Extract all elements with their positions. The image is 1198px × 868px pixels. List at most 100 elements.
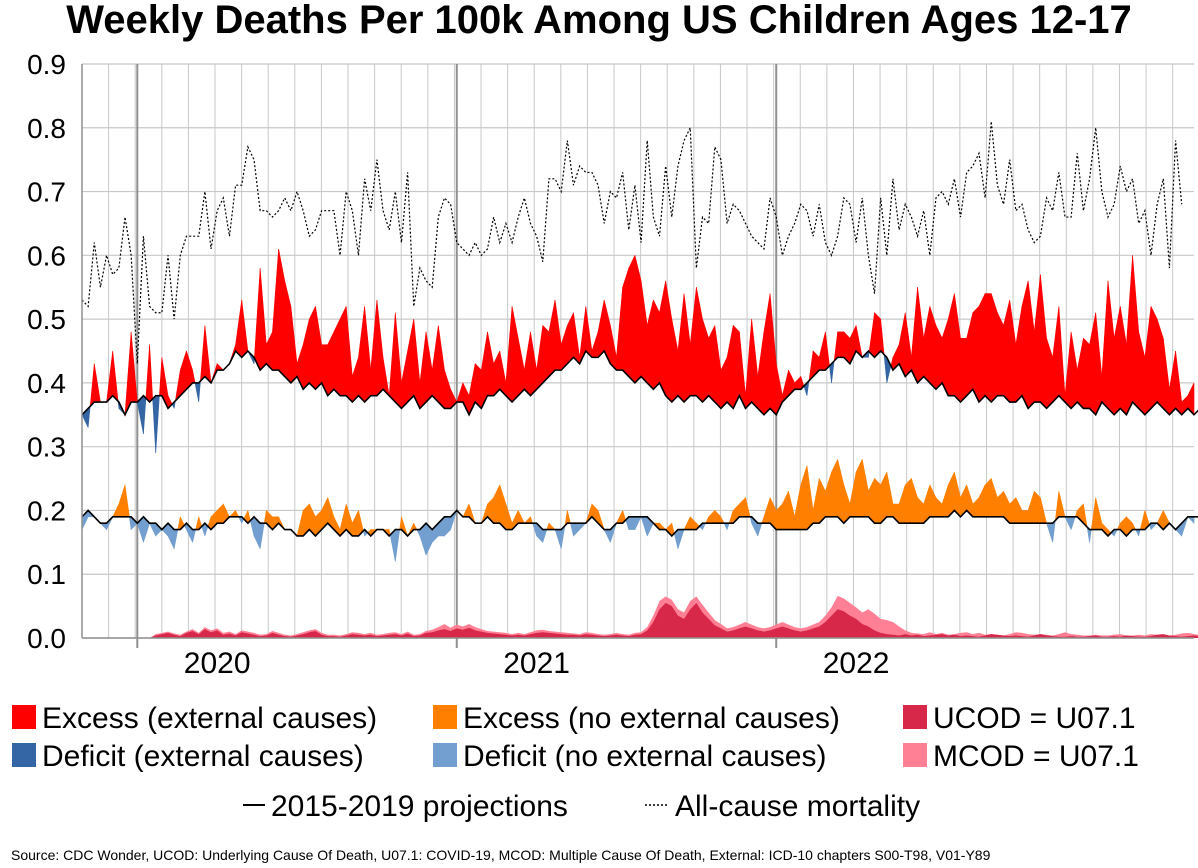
mcod-area <box>82 595 1198 638</box>
excess-no-external-area <box>517 510 525 524</box>
y-tick-label: 0.2 <box>27 495 66 526</box>
excess-external-area <box>837 331 845 358</box>
excess-no-external-area <box>880 472 888 524</box>
excess-external-area <box>327 331 335 397</box>
excess-no-external-area <box>972 496 980 518</box>
excess-external-area <box>112 350 119 403</box>
excess-external-area <box>689 287 697 396</box>
excess-external-area <box>444 370 451 409</box>
excess-no-external-area <box>1139 510 1146 530</box>
deficit-no-external-area <box>579 522 587 531</box>
excess-external-area <box>106 350 114 403</box>
excess-external-area <box>1003 299 1010 403</box>
excess-external-area <box>554 299 562 371</box>
projection-line-external <box>81 349 1198 417</box>
excess-external-area <box>204 325 212 384</box>
excess-external-area <box>431 325 439 403</box>
excess-no-external-area <box>825 472 832 518</box>
deficit-external-area <box>87 405 91 428</box>
legend-swatch-deficit-no-external <box>433 743 457 767</box>
deficit-no-external-area <box>444 516 451 537</box>
excess-no-external-area <box>296 510 304 537</box>
excess-external-area <box>751 319 759 410</box>
excess-no-external-area <box>1058 491 1066 518</box>
deficit-external-area <box>883 353 888 383</box>
excess-no-external-area <box>855 459 863 518</box>
excess-external-area <box>585 306 593 359</box>
x-year-label: 2022 <box>823 647 890 680</box>
excess-external-area <box>1138 331 1146 416</box>
excess-external-area <box>352 357 359 403</box>
excess-external-area <box>935 325 943 391</box>
excess-external-area <box>874 311 881 359</box>
excess-no-external-area <box>720 516 725 524</box>
deficit-no-external-area <box>628 516 636 530</box>
excess-external-area <box>149 344 153 403</box>
excess-external-area <box>683 293 691 403</box>
excess-external-area <box>1052 306 1060 403</box>
excess-no-external-area <box>935 496 943 518</box>
deficit-no-external-area <box>723 522 728 530</box>
excess-no-external-area <box>708 509 716 524</box>
excess-no-external-area <box>761 516 765 524</box>
deficit-no-external-area <box>570 522 574 537</box>
projection-line-no-external <box>81 509 1198 538</box>
excess-external-area <box>1021 280 1029 409</box>
deficit-no-external-area <box>573 522 580 537</box>
excess-no-external-area <box>812 478 820 524</box>
legend-swatch-excess-external <box>12 705 36 729</box>
excess-external-area <box>978 293 986 403</box>
excess-external-area <box>388 312 396 403</box>
excess-no-external-area <box>794 484 802 530</box>
excess-external-area <box>241 299 249 359</box>
excess-external-area <box>1046 338 1053 410</box>
excess-external-area <box>1089 312 1097 416</box>
excess-external-area <box>567 312 574 365</box>
excess-no-external-area <box>659 522 667 530</box>
excess-external-area <box>474 363 482 410</box>
excess-external-area <box>671 319 679 403</box>
excess-external-area <box>493 350 501 397</box>
excess-no-external-area <box>947 472 955 518</box>
deficit-no-external-area <box>192 529 197 543</box>
x-year-label: 2020 <box>184 647 251 680</box>
deficit-external-area <box>194 382 200 403</box>
deficit-external-area <box>198 380 201 403</box>
excess-external-area <box>745 319 752 410</box>
excess-external-area <box>653 299 660 391</box>
excess-external-area <box>966 312 974 397</box>
deficit-no-external-area <box>99 522 107 531</box>
excess-no-external-area <box>806 465 814 531</box>
excess-external-area <box>438 325 445 410</box>
excess-no-external-area <box>1021 510 1029 524</box>
excess-external-area <box>904 312 912 378</box>
excess-external-area <box>339 306 347 396</box>
excess-external-area <box>524 331 531 397</box>
excess-external-area <box>284 280 292 384</box>
excess-external-area <box>376 299 384 397</box>
excess-no-external-area <box>505 503 513 530</box>
excess-external-area <box>622 267 630 378</box>
excess-external-area <box>1156 319 1164 410</box>
excess-external-area <box>997 312 1004 396</box>
excess-no-external-area <box>493 484 501 524</box>
legend-swatch-mcod <box>903 743 927 767</box>
excess-external-area <box>487 331 494 396</box>
deficit-no-external-area <box>757 522 763 537</box>
excess-no-external-area <box>886 472 894 518</box>
excess-no-external-area <box>898 484 906 524</box>
deficit-external-area <box>155 395 160 454</box>
excess-external-area <box>1015 306 1023 403</box>
excess-no-external-area <box>1009 496 1017 524</box>
source-note: Source: CDC Wonder, UCOD: Underlying Cau… <box>11 847 991 863</box>
excess-external-area <box>1132 255 1140 410</box>
excess-external-area <box>159 357 163 396</box>
excess-external-area <box>1027 280 1035 410</box>
deficit-no-external-area <box>1089 529 1092 543</box>
deficit-no-external-area <box>238 516 243 524</box>
deficit-external-area <box>152 394 157 454</box>
excess-external-area <box>659 280 666 396</box>
excess-external-area <box>89 363 95 408</box>
legend-label: Excess (no external causes) <box>463 702 840 735</box>
excess-external-area <box>517 338 525 397</box>
